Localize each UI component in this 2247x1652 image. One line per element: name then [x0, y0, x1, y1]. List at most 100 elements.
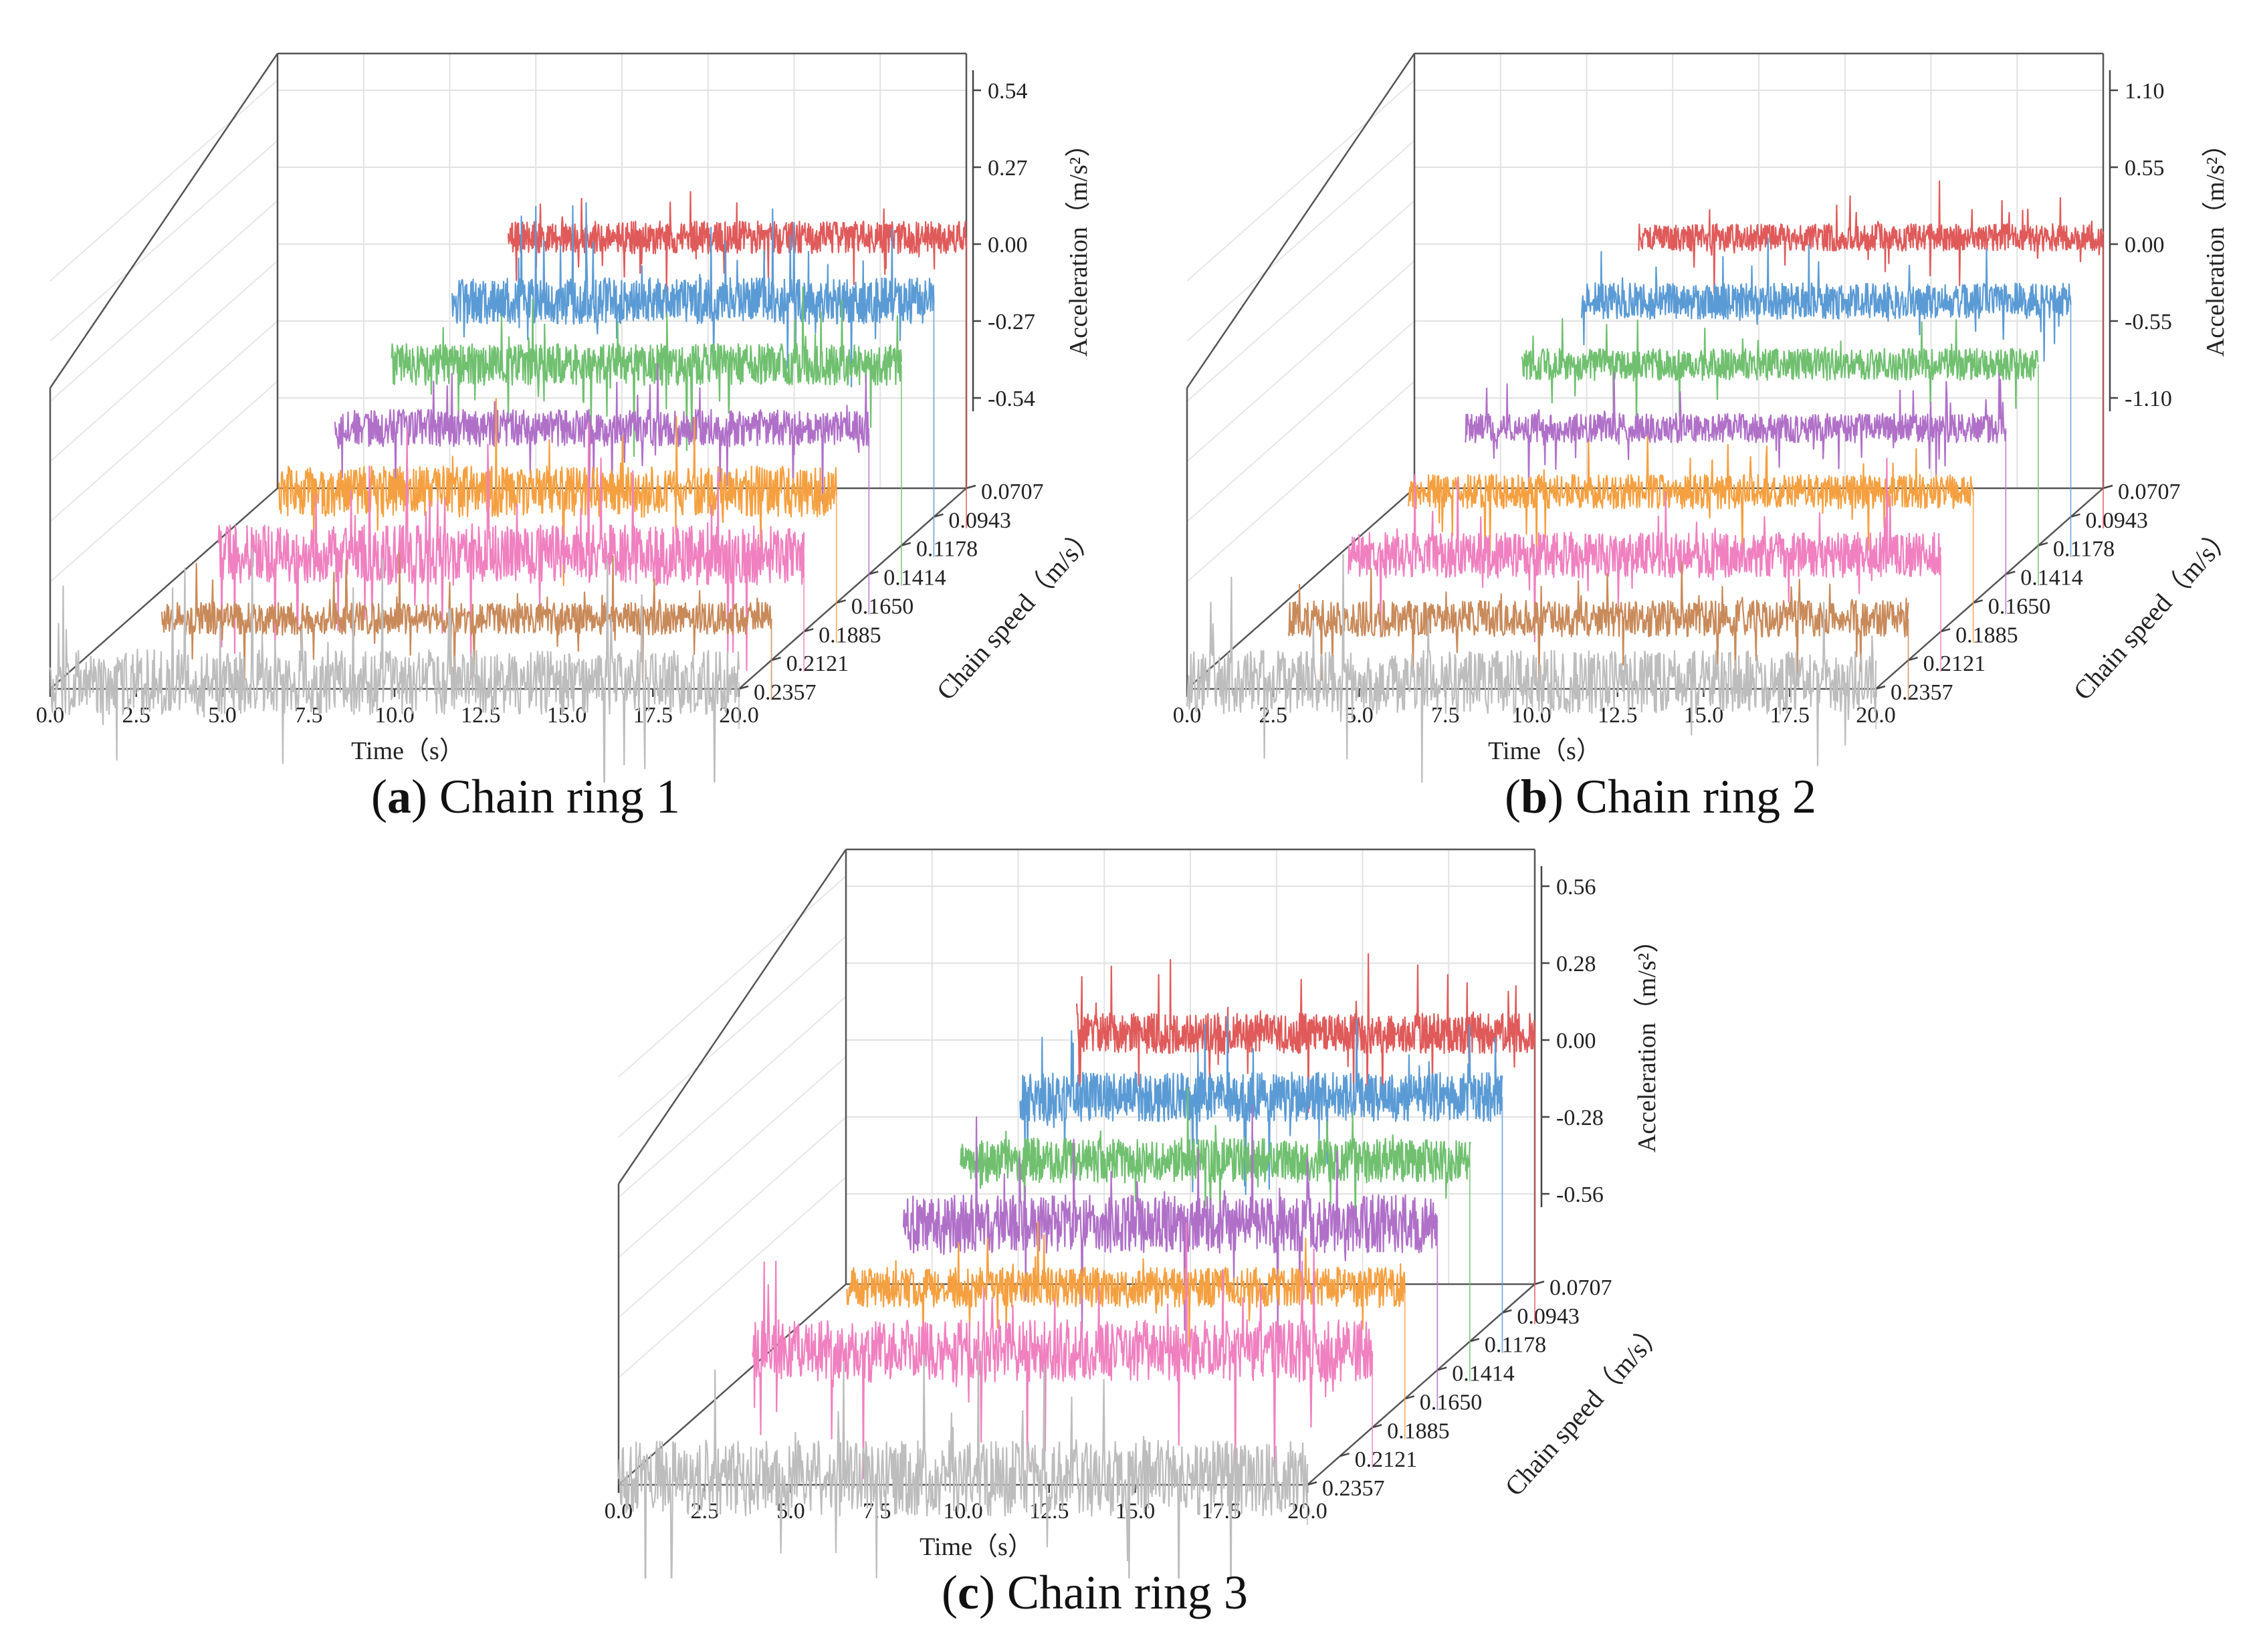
side-wall-gridline: [618, 1176, 847, 1378]
z-axis-label: Acceleration（m/s²）: [1633, 928, 1661, 1152]
x-tick-label: 10.0: [1511, 703, 1552, 728]
series-trace-0.1178: [391, 286, 902, 457]
x-tick-label: 15.0: [547, 703, 587, 728]
side-wall-gridline: [1186, 320, 1415, 522]
caption-a-title: Chain ring 1: [439, 770, 680, 823]
side-wall-gridline: [1186, 80, 1415, 282]
series-trace-0.0943: [1019, 1015, 1503, 1195]
x-tick-label: 2.5: [122, 703, 151, 728]
axis-frame-line: [1186, 53, 1416, 389]
z-tick-label: 0.28: [1556, 952, 1596, 976]
axis-frame-line: [49, 53, 279, 389]
side-wall-gridline: [49, 80, 278, 282]
x-tick-label: 0.0: [36, 703, 65, 728]
axis-frame-line: [49, 488, 278, 690]
y-tick: [1436, 1366, 1447, 1371]
z-tick-label: -0.27: [988, 310, 1035, 334]
x-tick-label: 15.0: [1115, 1499, 1156, 1524]
series-trace-0.1885: [217, 421, 805, 680]
y-tick: [2005, 571, 2016, 575]
x-axis-label: Time（s）: [1488, 737, 1602, 765]
axis-frame-line: [1307, 1283, 1535, 1485]
series-trace-0.1650: [846, 1221, 1406, 1351]
side-wall-gridline: [618, 996, 847, 1198]
series-trace-0.0707: [507, 191, 968, 293]
y-tick: [836, 599, 847, 604]
y-tick-label: 0.1650: [1988, 594, 2051, 619]
series-trace-0.2121: [1287, 561, 1909, 684]
x-axis-label: Time（s）: [920, 1533, 1033, 1561]
y-tick: [771, 656, 781, 661]
z-tick-label: 0.55: [2125, 156, 2165, 181]
x-axis-label: Time（s）: [351, 737, 465, 765]
side-wall-gridline: [49, 200, 278, 402]
z-tick-label: -0.54: [988, 387, 1035, 411]
y-tick-label: 0.2357: [1891, 680, 1953, 705]
caption-c-letter: c: [957, 1566, 979, 1619]
y-tick: [2038, 542, 2048, 546]
x-tick-label: 12.5: [1598, 703, 1638, 728]
y-tick-label: 0.1885: [819, 623, 881, 647]
x-tick-label: 17.5: [633, 703, 673, 728]
x-tick-label: 15.0: [1684, 703, 1724, 728]
z-tick-label: -1.10: [2125, 387, 2172, 411]
y-tick-label: 0.0943: [948, 508, 1011, 533]
side-wall-gridline: [618, 1056, 847, 1258]
y-tick-label: 0.1885: [1955, 623, 2018, 647]
side-wall-gridline: [49, 381, 278, 583]
y-tick: [803, 628, 814, 633]
caption-b: (b) Chain ring 2: [1505, 770, 1816, 823]
z-tick-label: 0.54: [988, 79, 1028, 104]
side-wall-gridline: [1186, 140, 1415, 342]
series-trace-0.1178: [1521, 318, 2039, 427]
chart-panel-a: 0.0 2.5 5.0 7.5 10.0 12.5 15.0 17.5 20.0Time（s）0…: [36, 52, 1103, 783]
side-wall-gridline: [49, 320, 278, 522]
y-tick-label: 0.1178: [916, 537, 978, 562]
side-wall-gridline: [49, 260, 278, 462]
y-tick-label: 0.1414: [1452, 1362, 1515, 1386]
y-tick-label: 0.0943: [2085, 508, 2148, 533]
z-tick-label: 0.27: [988, 156, 1028, 181]
series-trace-0.1414: [334, 363, 870, 504]
caption-b-title: Chain ring 2: [1576, 770, 1816, 823]
axis-frame-line: [617, 849, 847, 1184]
series-trace-0.0707: [1075, 953, 1536, 1114]
y-tick: [1875, 685, 1886, 690]
y-tick: [2103, 484, 2113, 490]
series-trace-0.1178: [959, 1088, 1471, 1232]
side-wall-gridline: [618, 1116, 847, 1318]
series-trace-0.2121: [160, 552, 772, 683]
caption-c: (c) Chain ring 3: [942, 1566, 1248, 1619]
z-tick-label: 0.00: [1556, 1029, 1596, 1053]
series-trace-0.1414: [1464, 371, 2007, 491]
y-tick: [1973, 599, 1984, 604]
y-tick: [934, 513, 944, 518]
z-tick-label: 0.00: [988, 233, 1028, 257]
y-tick-label: 0.2121: [1355, 1447, 1417, 1472]
plot-area: 0.0 2.5 5.0 7.5 10.0 12.5 15.0 17.5 20.0Time（s）0…: [36, 52, 1103, 783]
series-trace-0.1414: [902, 1105, 1438, 1346]
y-tick-label: 0.0707: [981, 480, 1044, 504]
axis-frame-line: [1186, 488, 1415, 690]
y-tick-label: 0.2121: [1923, 651, 1986, 676]
side-wall-gridline: [1186, 381, 1415, 583]
z-axis-label: Acceleration（m/s²）: [2202, 132, 2230, 356]
z-tick-label: 1.10: [2125, 79, 2165, 104]
series-trace-0.1885: [1348, 457, 1942, 643]
y-tick: [1340, 1452, 1350, 1457]
y-tick: [2070, 513, 2080, 518]
y-tick: [1372, 1424, 1382, 1429]
caption-a: (a) Chain ring 1: [371, 770, 680, 823]
plot-area: 0.0 2.5 5.0 7.5 10.0 12.5 15.0 17.5 20.0Time（s）1…: [1173, 52, 2240, 783]
z-tick-label: 0.00: [2125, 233, 2165, 257]
y-tick-label: 0.1650: [851, 594, 914, 619]
series-trace-0.1650: [1408, 435, 1974, 562]
y-tick-label: 0.1178: [1485, 1333, 1546, 1358]
y-tick: [1940, 628, 1951, 633]
y-tick: [1404, 1395, 1415, 1400]
y-tick: [1307, 1481, 1317, 1486]
y-tick: [1502, 1309, 1512, 1314]
y-tick: [1469, 1338, 1480, 1342]
caption-c-title: Chain ring 3: [1006, 1566, 1248, 1619]
axis-frame-line: [1875, 488, 2104, 690]
